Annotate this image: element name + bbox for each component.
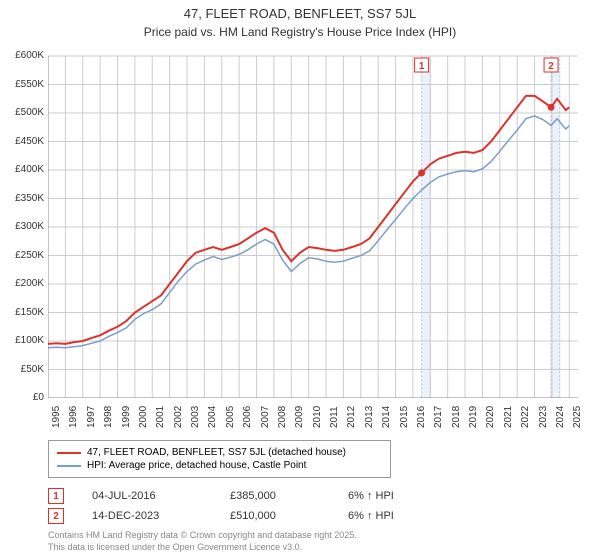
x-axis-label: 2003 bbox=[190, 406, 201, 428]
x-axis-label: 2017 bbox=[433, 406, 444, 428]
x-axis-label: 2010 bbox=[312, 406, 323, 428]
x-axis-label: 2020 bbox=[485, 406, 496, 428]
y-axis-label: £500K bbox=[0, 107, 44, 118]
x-axis-label: 1999 bbox=[121, 406, 132, 428]
legend-label: 47, FLEET ROAD, BENFLEET, SS7 5JL (detac… bbox=[87, 447, 346, 458]
x-axis-label: 1996 bbox=[68, 406, 79, 428]
x-axis-label: 2013 bbox=[364, 406, 375, 428]
x-axis-label: 2008 bbox=[277, 406, 288, 428]
legend-label: HPI: Average price, detached house, Cast… bbox=[87, 460, 306, 471]
x-axis-label: 2007 bbox=[260, 406, 271, 428]
footer-line-1: Contains HM Land Registry data © Crown c… bbox=[48, 530, 357, 542]
y-axis-label: £350K bbox=[0, 193, 44, 204]
legend-item: 47, FLEET ROAD, BENFLEET, SS7 5JL (detac… bbox=[57, 447, 382, 458]
marker-pct: 6% ↑ HPI bbox=[348, 510, 428, 522]
x-axis-label: 2000 bbox=[138, 406, 149, 428]
legend-swatch bbox=[57, 465, 81, 467]
legend-box: 47, FLEET ROAD, BENFLEET, SS7 5JL (detac… bbox=[48, 440, 391, 478]
y-axis-label: £600K bbox=[0, 50, 44, 61]
marker-price: £385,000 bbox=[230, 490, 320, 502]
legend-swatch bbox=[57, 452, 81, 454]
data-point-marker bbox=[418, 169, 425, 176]
x-axis-label: 2012 bbox=[346, 406, 357, 428]
marker-table-row: 1 04-JUL-2016 £385,000 6% ↑ HPI bbox=[48, 488, 428, 504]
chart-subtitle: Price paid vs. HM Land Registry's House … bbox=[0, 23, 600, 39]
chart-container: 47, FLEET ROAD, BENFLEET, SS7 5JL Price … bbox=[0, 0, 600, 560]
marker-date: 14-DEC-2023 bbox=[92, 510, 202, 522]
y-axis-label: £50K bbox=[0, 364, 44, 375]
markers-table: 1 04-JUL-2016 £385,000 6% ↑ HPI 2 14-DEC-2023… bbox=[48, 484, 428, 528]
x-axis-label: 2015 bbox=[399, 406, 410, 428]
x-axis-label: 2023 bbox=[538, 406, 549, 428]
x-axis-label: 2006 bbox=[242, 406, 253, 428]
x-axis-label: 1997 bbox=[86, 406, 97, 428]
y-axis-label: £400K bbox=[0, 164, 44, 175]
x-axis-label: 2014 bbox=[381, 406, 392, 428]
x-axis-label: 2021 bbox=[503, 406, 514, 428]
x-axis-label: 2019 bbox=[468, 406, 479, 428]
data-point-marker bbox=[548, 104, 555, 111]
x-axis-label: 2001 bbox=[155, 406, 166, 428]
x-axis-label: 1995 bbox=[51, 406, 62, 428]
marker-price: £510,000 bbox=[230, 510, 320, 522]
legend-item: HPI: Average price, detached house, Cast… bbox=[57, 460, 382, 471]
x-axis-label: 2024 bbox=[555, 406, 566, 428]
x-axis-label: 1998 bbox=[103, 406, 114, 428]
y-axis-label: £150K bbox=[0, 307, 44, 318]
y-axis-label: £0 bbox=[0, 392, 44, 403]
chart-svg: 12 bbox=[48, 48, 586, 398]
x-axis-label: 2009 bbox=[294, 406, 305, 428]
x-axis-label: 2022 bbox=[520, 406, 531, 428]
x-axis-label: 2011 bbox=[329, 406, 340, 428]
footer-line-2: This data is licensed under the Open Gov… bbox=[48, 542, 357, 554]
marker-badge: 1 bbox=[48, 488, 64, 504]
chart-marker-num: 2 bbox=[548, 61, 554, 72]
x-axis-label: 2002 bbox=[173, 406, 184, 428]
y-axis-label: £450K bbox=[0, 136, 44, 147]
marker-pct: 6% ↑ HPI bbox=[348, 490, 428, 502]
y-axis-label: £200K bbox=[0, 278, 44, 289]
x-axis-label: 2025 bbox=[572, 406, 583, 428]
y-axis-label: £300K bbox=[0, 221, 44, 232]
marker-table-row: 2 14-DEC-2023 £510,000 6% ↑ HPI bbox=[48, 508, 428, 524]
y-axis-label: £100K bbox=[0, 335, 44, 346]
x-axis-label: 2005 bbox=[225, 406, 236, 428]
chart-marker-num: 1 bbox=[419, 61, 425, 72]
y-axis-label: £250K bbox=[0, 250, 44, 261]
x-axis-label: 2018 bbox=[451, 406, 462, 428]
chart-title: 47, FLEET ROAD, BENFLEET, SS7 5JL bbox=[0, 0, 600, 23]
marker-badge: 2 bbox=[48, 508, 64, 524]
footer-attribution: Contains HM Land Registry data © Crown c… bbox=[48, 530, 357, 553]
y-axis-label: £550K bbox=[0, 79, 44, 90]
x-axis-label: 2016 bbox=[416, 406, 427, 428]
x-axis-label: 2004 bbox=[207, 406, 218, 428]
marker-date: 04-JUL-2016 bbox=[92, 490, 202, 502]
